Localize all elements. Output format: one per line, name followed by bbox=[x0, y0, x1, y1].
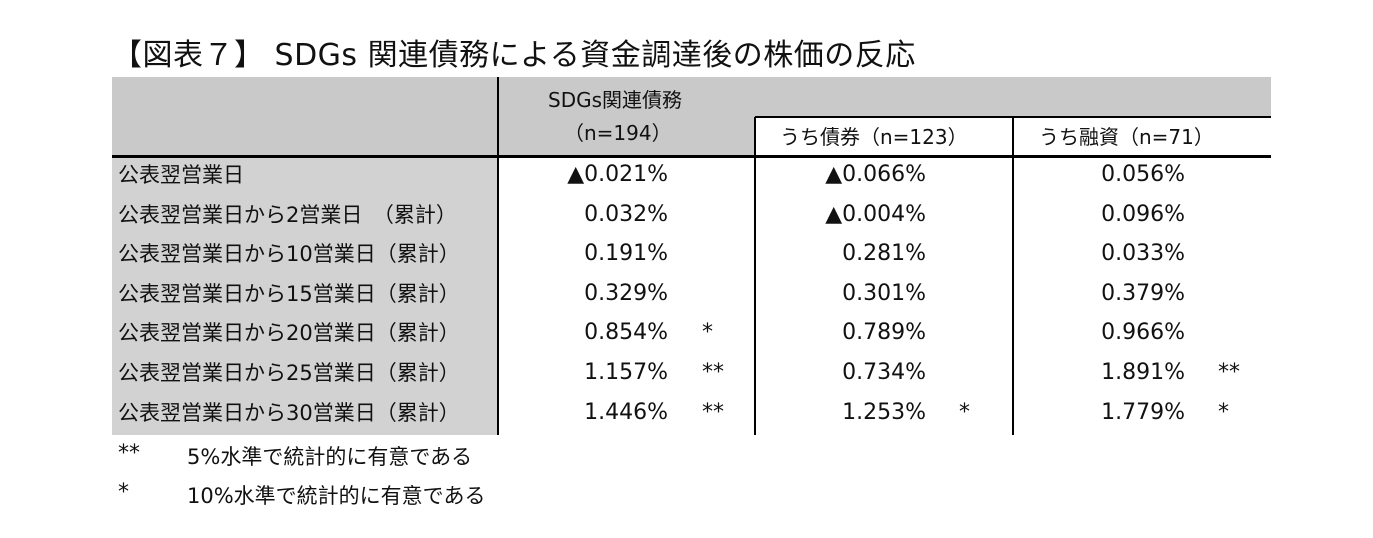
significance-mark-col2: * bbox=[959, 399, 970, 425]
sub-column-divider bbox=[1012, 117, 1014, 435]
value-cell-col2: 0.301% bbox=[842, 280, 926, 306]
value-cell-col2: ▲0.066% bbox=[825, 162, 926, 187]
value-cell-col2: 0.734% bbox=[842, 360, 926, 385]
label-column-divider bbox=[497, 77, 499, 435]
value-cell-col3: 1.779% bbox=[1101, 399, 1185, 425]
value-cell-col1: ▲0.021% bbox=[567, 162, 668, 187]
row-label-background bbox=[112, 156, 498, 435]
value-cell-col3: 0.056% bbox=[1101, 162, 1185, 187]
note-mark-10pct: * bbox=[118, 480, 129, 505]
significance-mark-col1: ** bbox=[702, 360, 724, 385]
row-label: 公表翌営業日から30営業日（累計） bbox=[118, 400, 460, 425]
value-cell-col3: 0.966% bbox=[1101, 320, 1185, 346]
bonds-column-header: うち債券（n=123） bbox=[780, 125, 968, 149]
header-bottom-rule bbox=[112, 155, 1271, 158]
row-label: 公表翌営業日から10営業日（累計） bbox=[118, 242, 460, 267]
value-cell-col3: 0.379% bbox=[1101, 280, 1185, 306]
row-label: 公表翌営業日から20営業日（累計） bbox=[118, 321, 460, 346]
row-label: 公表翌営業日から25営業日（累計） bbox=[118, 361, 460, 385]
loans-column-header: うち融資（n=71） bbox=[1039, 125, 1214, 149]
significance-mark-col1: ** bbox=[702, 399, 724, 425]
results-table: SDGs関連債務 （n=194） うち債券（n=123） うち融資（n=71） … bbox=[112, 77, 1271, 435]
row-label: 公表翌営業日 bbox=[118, 163, 244, 187]
significance-mark-col3: ** bbox=[1218, 360, 1240, 385]
value-cell-col1: 0.191% bbox=[584, 241, 668, 267]
value-cell-col3: 0.033% bbox=[1101, 241, 1185, 267]
significance-mark-col3: * bbox=[1218, 399, 1229, 425]
significance-mark-col1: * bbox=[702, 320, 713, 346]
value-cell-col1: 0.032% bbox=[584, 201, 668, 227]
value-cell-col2: ▲0.004% bbox=[825, 201, 926, 227]
main-column-divider bbox=[754, 117, 756, 435]
figure-title: 【図表７】 SDGs 関連債務による資金調達後の株価の反応 bbox=[112, 38, 916, 73]
note-text-5pct: 5%水準で統計的に有意である bbox=[187, 445, 473, 469]
value-cell-col2: 0.281% bbox=[842, 241, 926, 267]
note-mark-5pct: ** bbox=[118, 441, 140, 466]
row-label: 公表翌営業日から2営業日 （累計） bbox=[118, 202, 457, 227]
value-cell-col1: 1.157% bbox=[584, 360, 668, 385]
value-cell-col1: 0.329% bbox=[584, 280, 668, 306]
value-cell-col1: 1.446% bbox=[584, 399, 668, 425]
value-cell-col3: 0.096% bbox=[1101, 201, 1185, 227]
value-cell-col2: 1.253% bbox=[842, 399, 926, 425]
main-column-header: SDGs関連債務 bbox=[548, 88, 683, 112]
value-cell-col2: 0.789% bbox=[842, 320, 926, 346]
value-cell-col3: 1.891% bbox=[1101, 360, 1185, 385]
note-text-10pct: 10%水準で統計的に有意である bbox=[187, 484, 486, 508]
value-cell-col1: 0.854% bbox=[584, 320, 668, 346]
main-column-count: （n=194） bbox=[564, 121, 672, 145]
row-label: 公表翌営業日から15営業日（累計） bbox=[118, 281, 460, 306]
